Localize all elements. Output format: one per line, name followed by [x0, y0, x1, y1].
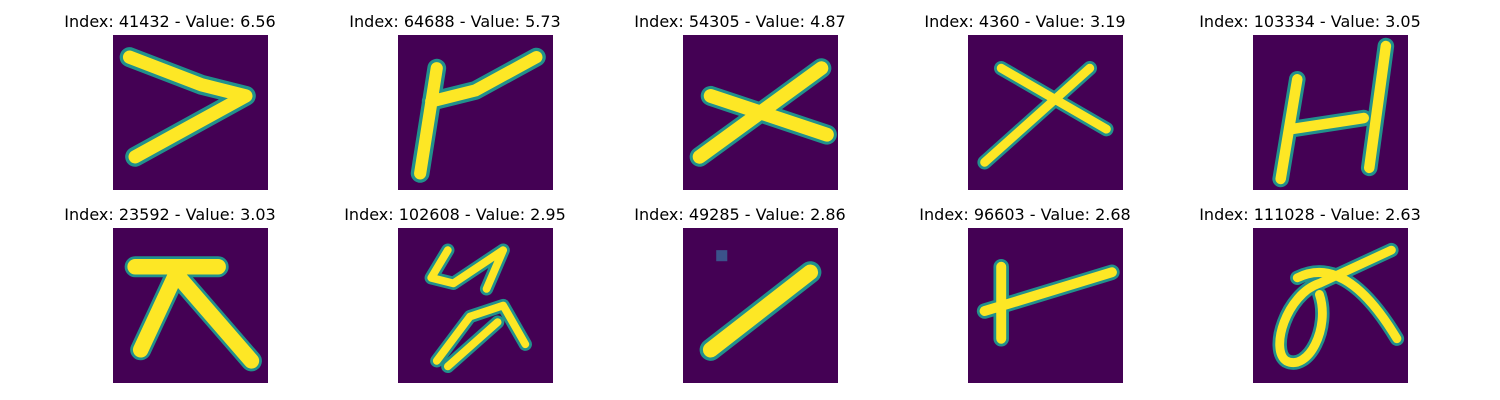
panel-6: Index: 23592 - Value: 3.03	[50, 203, 290, 383]
panel-title: Index: 64688 - Value: 5.73	[335, 10, 575, 34]
glyph-h-shape	[1253, 35, 1408, 190]
panel-title: Index: 4360 - Value: 3.19	[905, 10, 1145, 34]
panel-3: Index: 54305 - Value: 4.87	[620, 10, 860, 190]
glyph-diagonal-blob	[683, 228, 838, 383]
glyph-image	[113, 228, 268, 383]
panel-title: Index: 54305 - Value: 4.87	[620, 10, 860, 34]
panel-8: Index: 49285 - Value: 2.86	[620, 203, 860, 383]
glyph-image	[968, 228, 1123, 383]
panel-4: Index: 4360 - Value: 3.19	[905, 10, 1145, 190]
glyph-image	[683, 35, 838, 190]
panel-title: Index: 23592 - Value: 3.03	[50, 203, 290, 227]
panel-2: Index: 64688 - Value: 5.73	[335, 10, 575, 190]
panel-5: Index: 103334 - Value: 3.05	[1190, 10, 1430, 190]
panel-title: Index: 41432 - Value: 6.56	[50, 10, 290, 34]
panel-title: Index: 102608 - Value: 2.95	[335, 203, 575, 227]
panel-title: Index: 49285 - Value: 2.86	[620, 203, 860, 227]
panel-title: Index: 103334 - Value: 3.05	[1190, 10, 1430, 34]
panel-7: Index: 102608 - Value: 2.95	[335, 203, 575, 383]
glyph-image	[398, 35, 553, 190]
glyph-zigzag-scribble	[398, 228, 553, 383]
glyph-seven-like-stroke	[113, 35, 268, 190]
panel-title: Index: 96603 - Value: 2.68	[905, 203, 1145, 227]
panel-9: Index: 96603 - Value: 2.68	[905, 203, 1145, 383]
glyph-short-cross	[968, 228, 1123, 383]
glyph-vertical-with-diagonal	[398, 35, 553, 190]
panel-1: Index: 41432 - Value: 6.56	[50, 10, 290, 190]
panel-10: Index: 111028 - Value: 2.63	[1190, 203, 1430, 383]
panel-title: Index: 111028 - Value: 2.63	[1190, 203, 1430, 227]
glyph-image	[968, 35, 1123, 190]
glyph-image	[683, 228, 838, 383]
glyph-loop-scribble	[1253, 228, 1408, 383]
glyph-image	[113, 35, 268, 190]
glyph-image	[398, 228, 553, 383]
glyph-image	[1253, 35, 1408, 190]
glyph-big-kanji-like	[113, 228, 268, 383]
glyph-image	[1253, 228, 1408, 383]
glyph-thin-cross-x	[968, 35, 1123, 190]
glyph-cross-x	[683, 35, 838, 190]
